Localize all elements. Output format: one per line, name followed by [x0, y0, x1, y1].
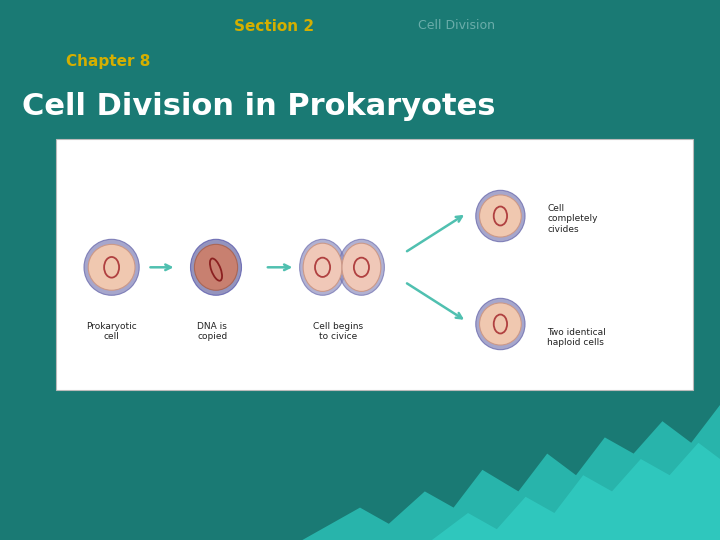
Text: DNA is
copied: DNA is copied: [197, 322, 228, 341]
Ellipse shape: [480, 195, 521, 237]
Polygon shape: [302, 405, 720, 540]
Ellipse shape: [303, 243, 342, 292]
Text: Cell Division in Prokaryotes: Cell Division in Prokaryotes: [22, 92, 495, 121]
Ellipse shape: [194, 244, 238, 291]
Ellipse shape: [476, 190, 525, 242]
Ellipse shape: [342, 243, 381, 292]
Polygon shape: [432, 443, 720, 540]
Ellipse shape: [300, 239, 346, 295]
Text: Cell
completely
civides: Cell completely civides: [547, 204, 598, 234]
Ellipse shape: [191, 239, 241, 295]
Text: Prokaryotic
cell: Prokaryotic cell: [86, 322, 137, 341]
Text: Cell Division: Cell Division: [418, 19, 495, 32]
Text: Section 2: Section 2: [233, 19, 314, 34]
Text: Cell begins
to civice: Cell begins to civice: [313, 322, 364, 341]
Ellipse shape: [84, 239, 139, 295]
Ellipse shape: [480, 303, 521, 345]
FancyBboxPatch shape: [56, 139, 693, 390]
Ellipse shape: [476, 298, 525, 350]
Ellipse shape: [88, 244, 135, 291]
Text: Chapter 8: Chapter 8: [66, 54, 150, 69]
Text: Two identical
haploid cells: Two identical haploid cells: [547, 328, 606, 347]
Ellipse shape: [338, 239, 384, 295]
